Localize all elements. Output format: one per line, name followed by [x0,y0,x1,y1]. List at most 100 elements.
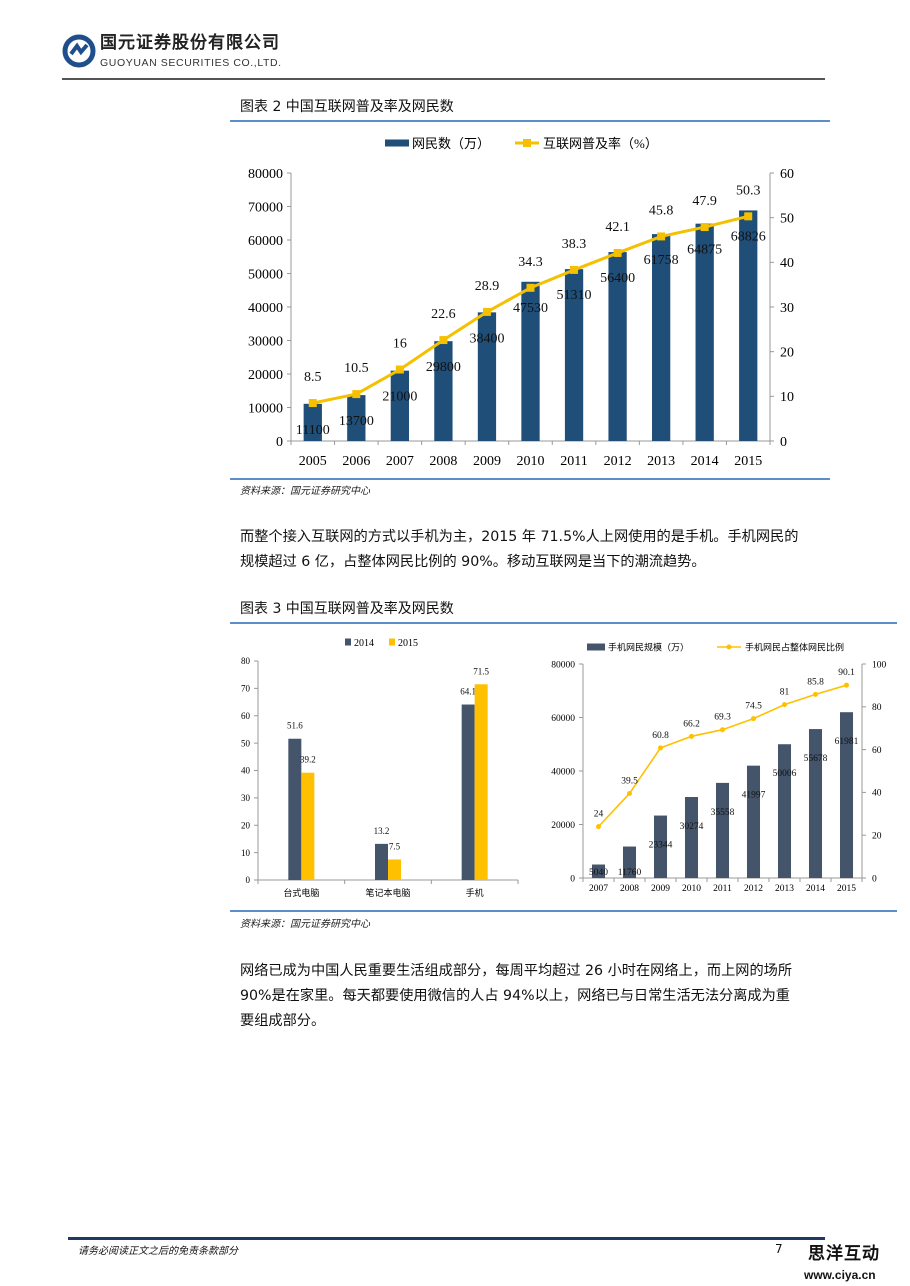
y-tick-label: 70000 [248,200,283,215]
bar-data-label: 39.2 [300,755,316,765]
bar-data-label: 51.6 [287,721,303,731]
x-tick-label: 2015 [734,454,762,469]
bar [477,312,497,441]
figure2-top-rule [230,120,830,122]
bar-data-label: 71.5 [473,666,489,676]
footer-divider [68,1237,825,1240]
watermark-url: www.ciya.cn [804,1268,876,1282]
bar-data-label: 29800 [426,360,461,375]
bar-data-label: 64875 [687,243,722,258]
line-marker [482,307,491,316]
bar-data-label: 41997 [742,791,766,801]
line-data-label: 69.3 [714,713,731,723]
y-tick-label: 50000 [248,267,283,282]
line-data-label: 66.2 [683,719,700,729]
y-tick-label: 20 [241,820,251,830]
bar [746,765,761,878]
bar [684,797,699,878]
legend-label: 2014 [354,638,374,649]
line-marker [813,691,818,697]
x-tick-label: 2015 [837,884,856,894]
y-tick-label: 30 [241,793,251,803]
paragraph-line: 规模超过 6 亿，占整体网民比例的 90%。移动互联网是当下的潮流趋势。 [240,554,706,570]
bar [739,210,758,441]
bar-data-label: 7.5 [389,841,401,851]
y-tick-label: 40 [241,766,251,776]
legend-label: 互联网普及率（%） [543,136,658,151]
y-tick-label: 10000 [248,401,283,416]
line-marker [352,390,361,399]
line-marker [570,265,579,274]
bar [808,729,823,878]
figure3-bottom-rule [230,910,897,912]
footer-disclaimer: 请务必阅读正文之后的免责条款部分 [78,1246,238,1257]
figure2-chart: 0 10000 20000 30000 40000 50000 60000 70000 8000… [248,136,794,469]
bar-data-label: 64.1 [460,687,476,697]
line-marker [395,365,404,374]
bar [303,403,322,441]
x-tick-label: 2005 [299,454,327,469]
bar [839,712,854,878]
paragraph-line: 而整个接入互联网的方式以手机为主，2015 年 71.5%人上网使用的是手机。手… [240,529,799,545]
bar [608,252,627,441]
bar-data-label: 68826 [731,229,766,244]
x-tick-label: 2006 [342,454,370,469]
y2-tick-label: 50 [780,212,794,227]
line-marker [308,399,317,408]
bar [288,738,302,880]
bar-data-label: 38400 [469,331,504,346]
line-marker [744,212,753,221]
company-name-cn: 国元证券股份有限公司 [100,33,280,53]
y2-tick-label: 80 [872,703,882,713]
bar-data-label: 5040 [589,868,608,878]
line-marker [751,716,756,722]
y-tick-label: 60000 [551,714,575,724]
y-tick-label: 60 [241,711,251,721]
legend-label: 网民数（万） [412,136,490,151]
bar [474,684,488,880]
legend-label: 手机网民规模（万） [608,641,689,652]
line-data-label: 28.9 [475,279,500,294]
y2-tick-label: 60 [872,746,882,756]
figure3-title: 图表 3 中国互联网普及率及网民数 [240,601,454,617]
x-tick-label: 2008 [620,884,639,894]
line-marker [782,702,787,708]
bar-data-label: 55678 [804,754,828,764]
figure2-title: 图表 2 中国互联网普及率及网民数 [240,99,454,115]
bar [461,704,475,880]
figure3-right-chart: 0 20000 40000 60000 80000 0 20 40 60 80 100 2007 200… [551,641,887,894]
bar [591,864,606,878]
x-tick-label: 2010 [682,884,701,894]
figure2-bottom-rule [230,478,830,480]
y-tick-label: 0 [246,875,251,885]
bar [301,772,315,880]
paragraph-1: 而整个接入互联网的方式以手机为主，2015 年 71.5%人上网使用的是手机。手… [240,525,880,575]
legend-swatch [587,643,605,651]
x-tick-label: 2007 [386,454,414,469]
x-tick-label: 笔记本电脑 [365,887,410,898]
bar [375,843,388,880]
paragraph-2: 网络已成为中国人民重要生活组成部分，每周平均超过 26 小时在网络上，而上网的场… [240,959,880,1034]
x-tick-label: 2012 [604,454,632,469]
bar [564,269,584,441]
bar-data-label: 47530 [513,301,548,316]
y2-tick-label: 100 [872,660,887,670]
bar-data-label: 50006 [773,769,797,779]
y2-tick-label: 30 [780,301,794,316]
x-tick-label: 2009 [473,454,501,469]
y-tick-label: 60000 [248,234,283,249]
y-tick-label: 40000 [551,767,575,777]
line-data-label: 34.3 [518,255,543,270]
bar [622,846,637,878]
y-tick-label: 0 [276,435,283,450]
line-marker [439,336,448,345]
line-data-label: 22.6 [431,307,456,322]
bar [347,395,366,441]
bar-data-label: 23344 [649,841,673,851]
legend-label: 手机网民占整体网民比例 [745,641,844,652]
bar-data-label: 30274 [680,822,704,832]
bar [653,815,668,878]
x-tick-label: 2011 [560,454,587,469]
legend-swatch [345,638,351,646]
bar [695,223,714,441]
